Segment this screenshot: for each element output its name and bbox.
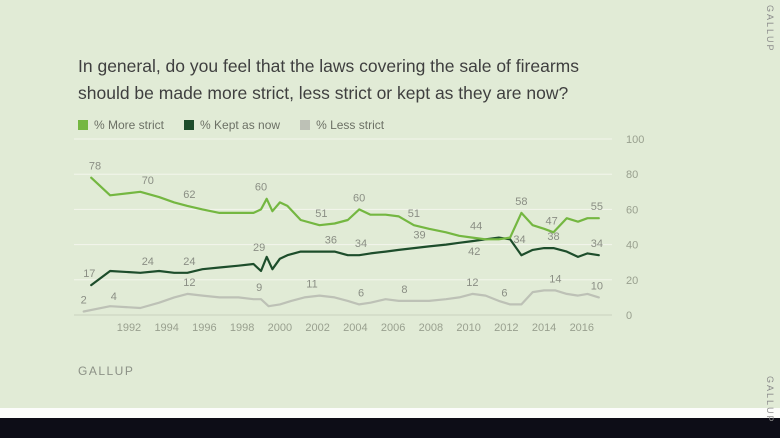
- more-strict-swatch-icon: [78, 120, 88, 130]
- point-label: 6: [501, 287, 507, 299]
- y-tick-label: 100: [626, 134, 644, 146]
- x-tick-label: 2004: [343, 322, 367, 334]
- chart-canvas: GALLUP In general, do you feel that the …: [0, 0, 780, 408]
- point-label: 55: [591, 201, 603, 213]
- point-label: 17: [83, 268, 95, 280]
- point-label: 70: [142, 175, 154, 187]
- x-tick-label: 1994: [154, 322, 178, 334]
- player-bottom-bar: [0, 418, 780, 438]
- x-tick-label: 1998: [230, 322, 254, 334]
- point-label: 47: [545, 215, 557, 227]
- point-label: 14: [549, 273, 561, 285]
- point-label: 24: [183, 256, 195, 268]
- legend-label-more-strict: % More strict: [94, 118, 165, 132]
- point-label: 6: [358, 287, 364, 299]
- point-label: 39: [413, 229, 425, 241]
- less-strict-swatch-icon: [300, 120, 311, 130]
- series-line--more-strict: [90, 176, 600, 241]
- point-label: 51: [408, 208, 420, 220]
- point-label: 42: [468, 246, 480, 258]
- point-label: 34: [513, 234, 525, 246]
- chart-title-line-1: In general, do you feel that the laws co…: [78, 56, 579, 76]
- series-line--less-strict: [82, 289, 600, 313]
- x-tick-label: 2006: [381, 322, 405, 334]
- x-tick-label: 2002: [305, 322, 329, 334]
- point-label: 36: [325, 235, 337, 247]
- point-label: 10: [591, 280, 603, 292]
- kept-as-now-swatch-icon: [184, 120, 195, 130]
- legend-label-less-strict: % Less strict: [316, 118, 385, 132]
- point-label: 60: [255, 181, 267, 193]
- point-label: 29: [253, 242, 265, 254]
- point-label: 58: [515, 196, 527, 208]
- point-label: 51: [315, 208, 327, 220]
- point-label: 34: [355, 238, 367, 250]
- chart-legend: % More strict % Kept as now % Less stric…: [78, 118, 384, 132]
- x-tick-label: 1992: [117, 322, 141, 334]
- x-tick-label: 2010: [456, 322, 480, 334]
- source-gallup: GALLUP: [78, 364, 135, 378]
- x-tick-label: 2014: [532, 322, 556, 334]
- point-label: 8: [401, 284, 407, 296]
- point-label: 38: [547, 231, 559, 243]
- chart-title: In general, do you feel that the laws co…: [78, 53, 579, 107]
- y-tick-label: 40: [626, 240, 638, 252]
- point-label: 34: [591, 238, 603, 250]
- y-tick-label: 20: [626, 275, 638, 287]
- series-line--kept-as-now: [90, 236, 600, 287]
- chart-title-line-2: should be made more strict, less strict …: [78, 83, 569, 103]
- legend-item-kept-as-now: % Kept as now: [184, 118, 280, 132]
- white-strip: [0, 408, 780, 418]
- x-tick-label: 2016: [570, 322, 594, 334]
- y-tick-label: 0: [626, 310, 632, 322]
- x-tick-label: 1996: [192, 322, 216, 334]
- point-label: 12: [183, 277, 195, 289]
- legend-item-more-strict: % More strict: [78, 118, 164, 132]
- point-label: 44: [470, 221, 482, 233]
- point-label: 62: [183, 189, 195, 201]
- point-label: 11: [306, 279, 317, 291]
- gallup-watermark-top-right: GALLUP: [765, 5, 775, 53]
- point-label: 12: [466, 277, 478, 289]
- x-tick-label: 2008: [419, 322, 443, 334]
- x-tick-label: 2000: [268, 322, 292, 334]
- point-label: 60: [353, 192, 365, 204]
- x-tick-label: 2012: [494, 322, 518, 334]
- point-label: 2: [81, 294, 87, 306]
- firearms-poll-line-chart: 0 20 40 60 80 100 1992 1994 1996 1998 2000 2002 2004…: [74, 134, 644, 334]
- y-tick-label: 60: [626, 204, 638, 216]
- gallup-watermark-bottom-right: GALLUP: [765, 376, 775, 424]
- point-label: 78: [89, 161, 101, 173]
- point-label: 4: [111, 291, 117, 303]
- y-tick-label: 80: [626, 169, 638, 181]
- legend-item-less-strict: % Less strict: [300, 118, 384, 132]
- point-label: 9: [256, 282, 262, 294]
- legend-label-kept-as-now: % Kept as now: [200, 118, 281, 132]
- point-label: 24: [142, 256, 154, 268]
